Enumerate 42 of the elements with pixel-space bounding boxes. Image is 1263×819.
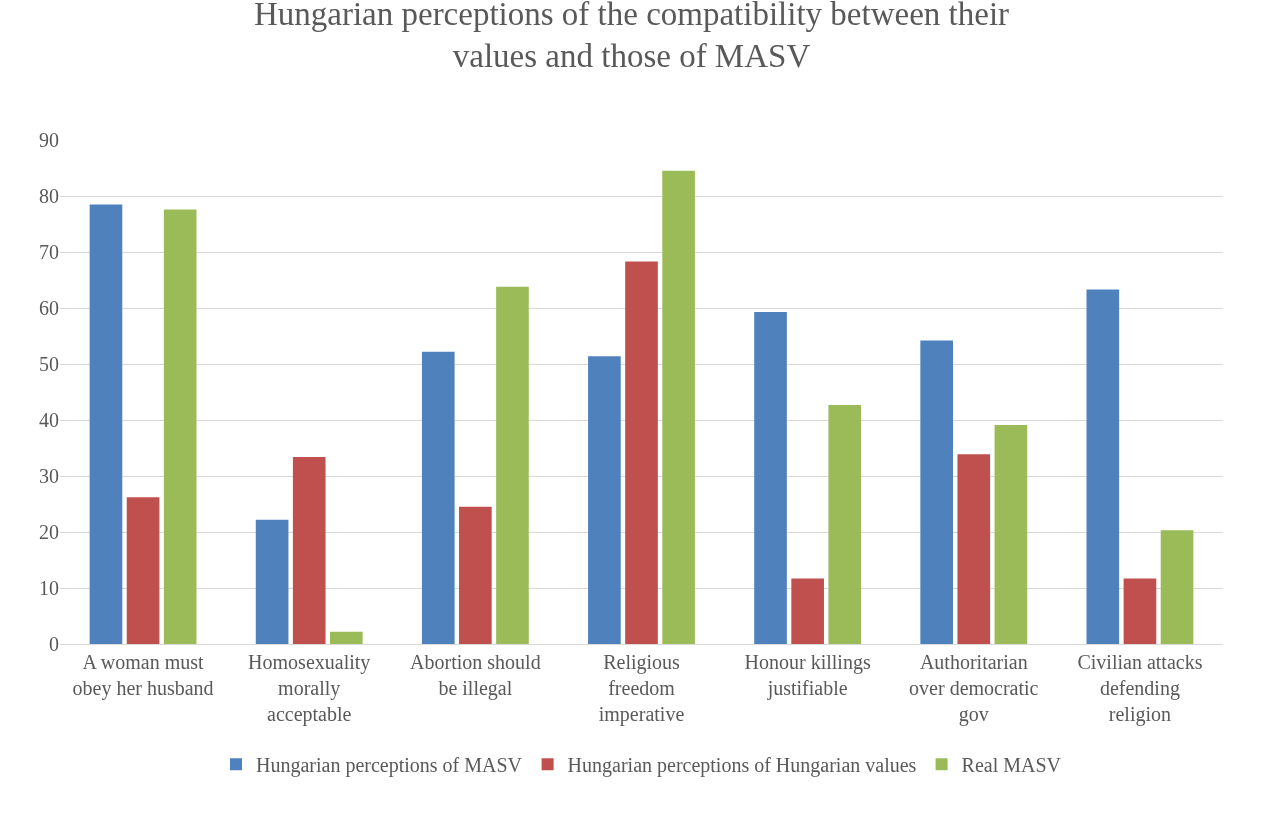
bar	[1086, 289, 1120, 644]
bar	[957, 454, 991, 644]
bar	[255, 519, 289, 644]
bar	[459, 506, 492, 644]
bar	[662, 170, 695, 644]
bar	[421, 351, 455, 644]
y-tick-label: 70	[39, 241, 59, 263]
y-tick-label: 40	[39, 409, 59, 431]
bar	[292, 456, 326, 644]
bar	[89, 204, 123, 644]
x-tick-label: Religious freedom imperative	[598, 651, 685, 726]
bar	[920, 340, 954, 644]
y-tick-label: 30	[39, 465, 59, 487]
bar	[496, 286, 529, 644]
bar	[1123, 578, 1157, 644]
bar	[126, 497, 160, 644]
x-tick-label: Honour killings justifiable	[744, 651, 871, 700]
bar	[588, 356, 621, 644]
y-tick-label: 90	[39, 129, 59, 151]
bar	[625, 261, 658, 644]
y-tick-label: 50	[39, 353, 59, 375]
bar	[329, 631, 363, 644]
bar	[163, 209, 197, 644]
bar	[1160, 530, 1194, 644]
y-tick-label: 10	[39, 577, 59, 599]
x-tick-label: Civilian attacks defending religion	[1077, 651, 1203, 726]
bar	[828, 404, 862, 644]
y-tick-label: 20	[39, 521, 59, 543]
y-tick-label: 60	[39, 297, 59, 319]
legend-label: Hungarian perceptions of Hungarian values	[567, 754, 917, 778]
y-tick-label: 0	[49, 633, 59, 655]
bar	[791, 578, 824, 644]
legend-label: Real MASV	[961, 754, 1062, 777]
x-tick-label: Authoritarian over democratic gov	[909, 651, 1039, 726]
y-tick-label: 80	[39, 185, 59, 207]
legend-label: Hungarian perceptions of MASV	[256, 754, 523, 778]
bar	[994, 425, 1028, 644]
chart-title: Hungarian perceptions of the compatibility between their values and those of MASV	[253, 0, 1010, 75]
bar	[754, 311, 787, 644]
x-tick-label: A woman must obey her husband	[72, 651, 214, 700]
x-tick-label: Abortion should be illegal	[410, 651, 541, 700]
x-tick-label: Homosexuality morally acceptable	[248, 651, 371, 726]
